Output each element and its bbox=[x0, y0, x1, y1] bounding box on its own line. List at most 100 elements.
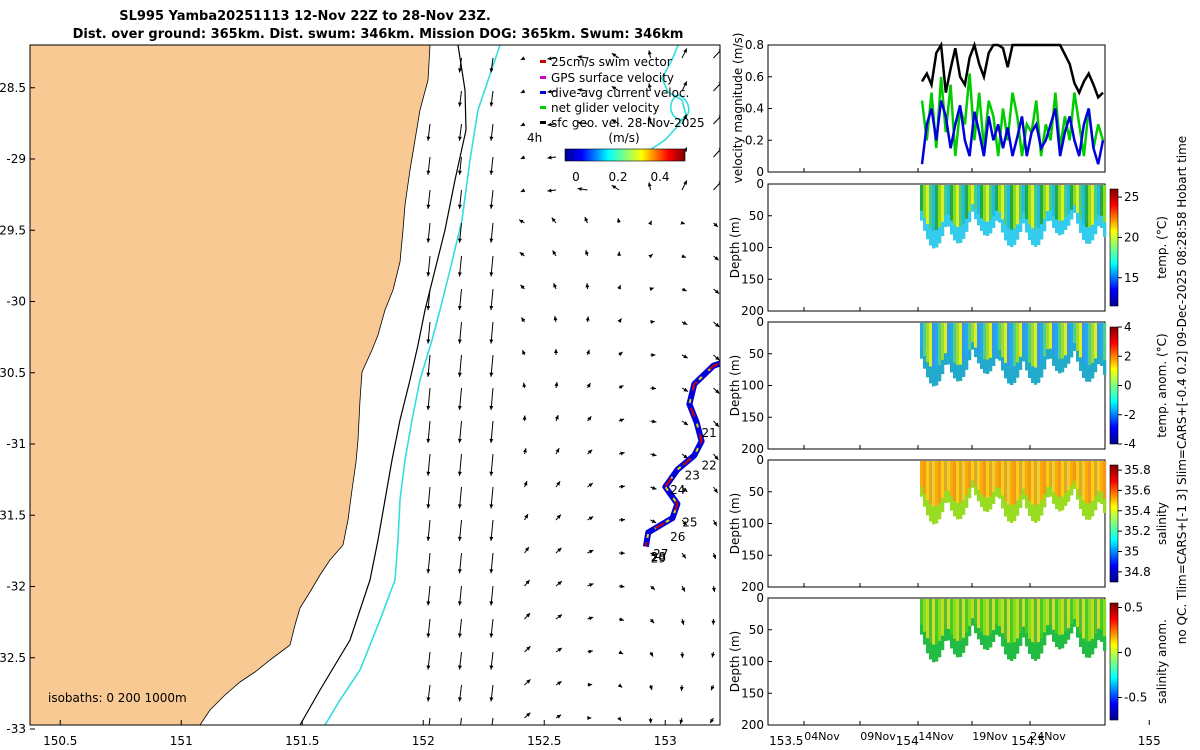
section-profile-deep bbox=[935, 230, 939, 248]
section-profile bbox=[1010, 599, 1014, 662]
section-profile-deep bbox=[1034, 367, 1038, 385]
land-mass bbox=[30, 45, 431, 725]
section-profile bbox=[923, 323, 927, 369]
section-profile-deep bbox=[1076, 488, 1080, 500]
section-profile bbox=[1031, 323, 1035, 383]
section-profile bbox=[926, 461, 930, 516]
section-profile bbox=[1019, 599, 1023, 646]
section-profile bbox=[944, 599, 948, 641]
legend-gps-swatch bbox=[540, 76, 546, 79]
section-profile bbox=[1103, 185, 1107, 237]
section-profile-deep bbox=[1043, 632, 1047, 646]
section-profile-deep bbox=[1031, 228, 1035, 245]
section-colorbar bbox=[1109, 602, 1119, 721]
section-profile-deep bbox=[998, 350, 1002, 361]
colorbar-tick-label: -2 bbox=[1124, 408, 1136, 422]
section-profile-deep bbox=[947, 628, 951, 641]
section-profile bbox=[965, 185, 969, 232]
speed-colorbar-tick: 0 bbox=[572, 170, 580, 184]
section-profile-deep bbox=[920, 624, 924, 635]
time-x-tick-label: 24Nov bbox=[1030, 730, 1066, 743]
colorbar-tick-label: 0 bbox=[1124, 379, 1132, 393]
section-profile bbox=[956, 461, 960, 520]
legend-dive-swatch bbox=[540, 91, 546, 94]
section-profile bbox=[1097, 461, 1101, 503]
section-profile bbox=[941, 599, 945, 651]
section-profile bbox=[983, 185, 987, 236]
section-profile bbox=[986, 323, 990, 374]
section-profile bbox=[932, 323, 936, 387]
section-profile bbox=[977, 185, 981, 226]
colorbar-tick-label: 0 bbox=[1124, 646, 1132, 660]
section-profile bbox=[974, 599, 978, 634]
section-profile-deep bbox=[1055, 633, 1059, 647]
section-profile bbox=[1013, 323, 1017, 383]
map-y-tick-label: -33 bbox=[6, 722, 26, 736]
section-profile-deep bbox=[1034, 229, 1038, 247]
section-profile bbox=[971, 461, 975, 488]
section-profile bbox=[1094, 185, 1098, 235]
isobath-1000-loop bbox=[669, 94, 690, 121]
section-profile bbox=[1001, 461, 1005, 509]
day-labels: 1314151617181920212223242526272829 bbox=[651, 426, 717, 565]
section-profile-deep bbox=[1079, 495, 1083, 509]
section-profile bbox=[1010, 461, 1014, 524]
section-profile-deep bbox=[974, 623, 978, 634]
section-profile-deep bbox=[1061, 358, 1065, 373]
section-profile-deep bbox=[962, 361, 966, 377]
section-profile bbox=[1085, 323, 1089, 382]
isobath-1000 bbox=[324, 45, 501, 725]
section-profile-deep bbox=[1070, 347, 1074, 358]
section-profile bbox=[1085, 599, 1089, 658]
colorbar-tick-label: 25 bbox=[1124, 190, 1139, 204]
section-y-tick-label: 200 bbox=[741, 304, 764, 318]
section-profile bbox=[1016, 599, 1020, 654]
section-profile bbox=[935, 599, 939, 662]
map-title-line2: Dist. over ground: 365km. Dist. swum: 34… bbox=[73, 27, 684, 42]
map-y-tick-label: -30 bbox=[6, 295, 26, 309]
section-profile bbox=[1088, 461, 1092, 520]
section-profile-deep bbox=[998, 212, 1002, 223]
section-profile-deep bbox=[1103, 222, 1107, 237]
section-profile-deep bbox=[956, 226, 960, 244]
section-profile-deep bbox=[941, 497, 945, 513]
section-profile bbox=[1085, 461, 1089, 520]
section-profile bbox=[1097, 599, 1101, 641]
section-profile bbox=[1031, 599, 1035, 659]
map-x-tick-label: 152 bbox=[412, 734, 435, 748]
section-profile bbox=[1061, 461, 1065, 511]
section-profile bbox=[1013, 461, 1017, 521]
section-profile-deep bbox=[932, 506, 936, 525]
section-profile-deep bbox=[1058, 497, 1062, 512]
section-profile-deep bbox=[938, 640, 942, 658]
section-profile bbox=[1040, 599, 1044, 654]
section-profile bbox=[977, 323, 981, 364]
map-x-tick-label: 155 bbox=[1138, 734, 1161, 748]
section-profile bbox=[935, 461, 939, 524]
section-y-tick-label: 200 bbox=[741, 580, 764, 594]
section-profile-deep bbox=[920, 348, 924, 359]
section-profile bbox=[923, 599, 927, 645]
section-profile bbox=[962, 461, 966, 515]
section-profile bbox=[947, 185, 951, 227]
section-profile bbox=[929, 323, 933, 384]
section-profile-deep bbox=[1052, 629, 1056, 642]
section-profile bbox=[971, 323, 975, 350]
section-profile-deep bbox=[923, 493, 927, 507]
section-profile-deep bbox=[1103, 360, 1107, 375]
section-profile-deep bbox=[1088, 365, 1092, 382]
section-profile bbox=[965, 599, 969, 646]
map-y-tick-label: 31.5 bbox=[0, 508, 26, 522]
section-profile-deep bbox=[965, 632, 969, 646]
colorbar-tick-label: 2 bbox=[1124, 349, 1132, 363]
velocity-ylabel: velocity magnitude (m/s) bbox=[731, 33, 745, 184]
section-profile-deep bbox=[1001, 357, 1005, 371]
time-x-tick-label: 14Nov bbox=[918, 730, 954, 743]
section-panel-4: 0 50 100 150 200 Depth (m) 34.8 35 35.2 35.4 35.6 3… bbox=[728, 453, 1169, 594]
section-profile-deep bbox=[1019, 632, 1023, 646]
section-profile bbox=[953, 461, 957, 517]
section-profile bbox=[974, 185, 978, 220]
section-profile-deep bbox=[1073, 343, 1077, 351]
section-profile-deep bbox=[1049, 210, 1053, 221]
section-profile bbox=[1091, 185, 1095, 241]
